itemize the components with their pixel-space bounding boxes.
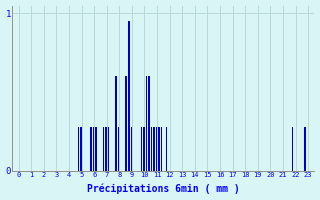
Bar (131, 127, 132, 171)
Bar (93, 127, 94, 171)
Bar (90, 127, 92, 171)
Bar (292, 127, 293, 171)
Bar (151, 127, 152, 171)
Bar (304, 127, 306, 171)
Bar (156, 127, 157, 171)
Bar (158, 127, 160, 171)
X-axis label: Précipitations 6min ( mm ): Précipitations 6min ( mm ) (87, 184, 240, 194)
Bar (125, 76, 127, 171)
Bar (118, 127, 119, 171)
Bar (105, 127, 107, 171)
Bar (148, 76, 150, 171)
Bar (128, 21, 130, 171)
Bar (78, 127, 79, 171)
Bar (116, 76, 117, 171)
Bar (108, 127, 109, 171)
Bar (161, 127, 162, 171)
Bar (95, 127, 97, 171)
Bar (153, 127, 155, 171)
Bar (166, 127, 167, 171)
Bar (103, 127, 104, 171)
Bar (143, 127, 145, 171)
Bar (80, 127, 82, 171)
Bar (140, 127, 142, 171)
Bar (146, 76, 147, 171)
